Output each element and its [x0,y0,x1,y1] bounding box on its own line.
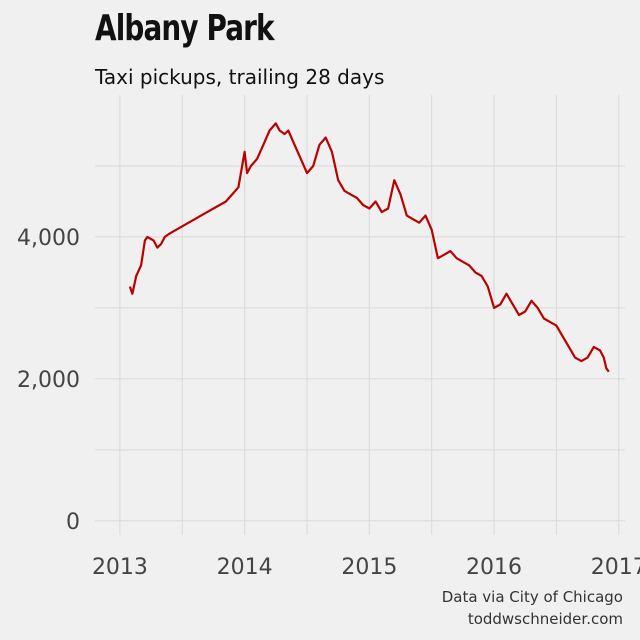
x-tick-label: 2015 [341,555,397,580]
credit-website: toddwschneider.com [467,610,623,628]
grid [95,95,625,535]
y-tick-label: 4,000 [17,226,80,251]
series-line [128,122,610,373]
chart-title: Albany Park [95,8,275,49]
x-axis: 2013 2014 2015 2016 2017 [92,555,640,580]
y-tick-label: 0 [66,510,80,535]
x-tick-label: 2017 [591,555,640,580]
y-tick-label: 2,000 [17,368,80,393]
credit-source: Data via City of Chicago [441,588,623,606]
x-tick-label: 2014 [217,555,273,580]
x-tick-label: 2016 [466,555,522,580]
y-axis: 0 2,000 4,000 [17,226,80,535]
chart-subtitle: Taxi pickups, trailing 28 days [95,65,385,89]
x-tick-label: 2013 [92,555,148,580]
